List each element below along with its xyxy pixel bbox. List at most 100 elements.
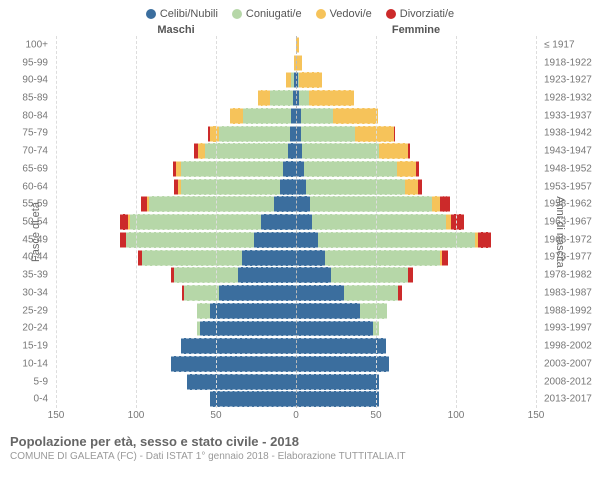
segment-d [120, 214, 128, 230]
female-bar [296, 54, 536, 72]
segment-k [325, 250, 440, 266]
birth-year-label: 2003-2007 [540, 358, 600, 369]
age-label: 100+ [0, 39, 52, 50]
female-bar [296, 320, 536, 338]
legend-item: Divorziati/e [386, 8, 454, 20]
segment-v [333, 108, 378, 124]
grid-line [56, 36, 57, 408]
male-bar [56, 195, 296, 213]
female-bar [296, 125, 536, 143]
segment-k [142, 250, 241, 266]
legend-item: Vedovi/e [316, 8, 372, 20]
male-bar [56, 71, 296, 89]
birth-year-label: 1963-1967 [540, 217, 600, 228]
male-bar [56, 142, 296, 160]
male-bar [56, 355, 296, 373]
legend-swatch [386, 9, 396, 19]
segment-c [238, 267, 296, 283]
birth-year-label: 1923-1927 [540, 75, 600, 86]
segment-d [398, 285, 401, 301]
grid-line [536, 36, 537, 408]
birth-year-label: 2008-2012 [540, 376, 600, 387]
segment-c [296, 161, 304, 177]
male-bar [56, 249, 296, 267]
segment-k [306, 179, 405, 195]
x-tick: 50 [210, 410, 221, 421]
x-tick: 150 [48, 410, 65, 421]
segment-v [397, 161, 416, 177]
segment-c [296, 391, 379, 407]
segment-d [408, 143, 410, 159]
segment-v [432, 196, 440, 212]
x-tick: 150 [528, 410, 545, 421]
chart-title: Popolazione per età, sesso e stato civil… [10, 434, 590, 449]
female-bar [296, 284, 536, 302]
segment-d [451, 214, 464, 230]
age-label: 30-34 [0, 287, 52, 298]
grid-line [136, 36, 137, 408]
legend-item: Celibi/Nubili [146, 8, 218, 20]
segment-c [187, 374, 296, 390]
female-bar [296, 160, 536, 178]
age-label: 25-29 [0, 305, 52, 316]
age-label: 50-54 [0, 217, 52, 228]
female-bar [296, 390, 536, 408]
female-bar [296, 36, 536, 54]
age-label: 80-84 [0, 110, 52, 121]
segment-k [243, 108, 291, 124]
segment-c [296, 285, 344, 301]
legend: Celibi/NubiliConiugati/eVedovi/eDivorzia… [0, 0, 600, 24]
female-bar [296, 213, 536, 231]
female-bar [296, 142, 536, 160]
birth-year-label: 1958-1962 [540, 199, 600, 210]
legend-swatch [146, 9, 156, 19]
male-bar [56, 107, 296, 125]
segment-k [360, 303, 387, 319]
age-label: 40-44 [0, 252, 52, 263]
population-pyramid: Fasce di età Anni di nascita 100+≤ 19179… [0, 36, 600, 428]
center-line [296, 36, 297, 408]
age-label: 70-74 [0, 146, 52, 157]
segment-k [301, 108, 333, 124]
chart-footer: Popolazione per età, sesso e stato civil… [0, 428, 600, 462]
x-tick: 0 [293, 410, 299, 421]
segment-c [288, 143, 296, 159]
segment-k [301, 126, 355, 142]
female-bar [296, 337, 536, 355]
male-bar [56, 373, 296, 391]
segment-k [304, 161, 397, 177]
age-label: 5-9 [0, 376, 52, 387]
grid-line [216, 36, 217, 408]
legend-swatch [232, 9, 242, 19]
female-bar [296, 178, 536, 196]
segment-k [174, 267, 238, 283]
birth-year-label: 1933-1937 [540, 110, 600, 121]
segment-k [219, 126, 289, 142]
segment-d [394, 126, 396, 142]
male-bar [56, 125, 296, 143]
segment-v [230, 108, 243, 124]
male-bar [56, 320, 296, 338]
segment-c [296, 356, 389, 372]
female-bar [296, 249, 536, 267]
segment-k [184, 285, 219, 301]
plot-area: 100+≤ 191795-991918-192290-941923-192785… [56, 36, 536, 408]
male-bar [56, 89, 296, 107]
birth-year-label: 1973-1977 [540, 252, 600, 263]
segment-k [149, 196, 274, 212]
segment-c [242, 250, 296, 266]
chart-subtitle: COMUNE DI GALEATA (FC) - Dati ISTAT 1° g… [10, 451, 590, 462]
male-bar [56, 54, 296, 72]
segment-c [296, 196, 310, 212]
segment-c [296, 267, 331, 283]
birth-year-label: 1918-1922 [540, 57, 600, 68]
header-male: Maschi [56, 24, 296, 36]
birth-year-label: ≤ 1917 [540, 39, 600, 50]
segment-v [405, 179, 418, 195]
male-bar [56, 213, 296, 231]
segment-c [171, 356, 296, 372]
female-bar [296, 71, 536, 89]
male-bar [56, 302, 296, 320]
birth-year-label: 1943-1947 [540, 146, 600, 157]
segment-c [254, 232, 296, 248]
